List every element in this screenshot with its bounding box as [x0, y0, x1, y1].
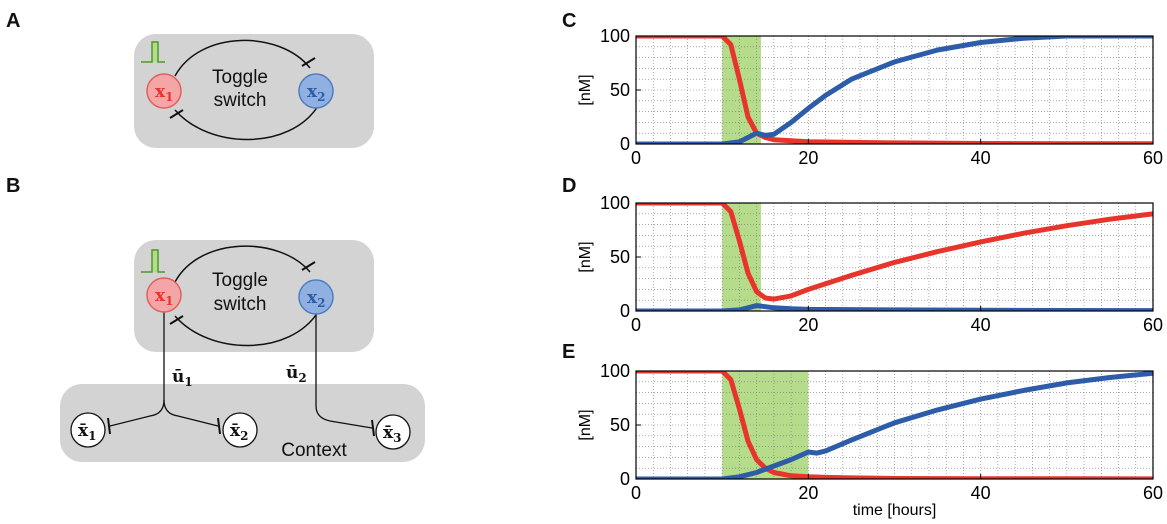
chart-d-series-blue: [636, 303, 1153, 311]
chart-e-ytick-label: 100: [600, 361, 630, 381]
chart-c-ytick-label: 50: [610, 80, 630, 100]
chart-e-series-blue: [636, 371, 1153, 479]
output-u2-label: ū2: [286, 363, 307, 385]
context-node-xb1-label: x̄1: [78, 421, 97, 443]
context-node-xb3-label: x̄3: [383, 423, 402, 445]
inhibition-bar-icon: [301, 57, 316, 67]
output-line-u2-to-xb3: [315, 312, 373, 429]
toggle-switch-box: [134, 34, 374, 148]
pulse-input-icon: [141, 41, 165, 63]
output-line-u1-to-xb2: [163, 399, 219, 427]
node-x1: [146, 73, 182, 109]
node-x1-label: x1: [155, 82, 174, 104]
toggle-switch-diagram-b: x1 x2 Toggle switch ū1 ū2 x̄1 x̄2 x̄3 Co…: [60, 240, 425, 462]
inhibition-bar-icon: [169, 315, 184, 325]
chart-e-xtick-label: 40: [971, 483, 991, 503]
context-node-xb2: [222, 412, 258, 448]
node-x2-label: x2: [307, 82, 326, 104]
chart-e-ylabel: [nM]: [577, 409, 594, 440]
context-label: Context: [281, 440, 347, 461]
chart-e-ytick-label: 50: [610, 415, 630, 435]
panel-label-d: D: [562, 175, 576, 197]
chart-d-ytick-label: 0: [620, 301, 630, 321]
node-x1-label: x1: [155, 286, 174, 308]
toggle-switch-diagram-a: x1 x2 Toggle switch: [134, 34, 374, 148]
chart-d-ytick-label: 50: [610, 247, 630, 267]
node-x2: [298, 73, 334, 109]
chart-d-ytick-label: 100: [600, 193, 630, 213]
chart-c-series-red: [636, 36, 1153, 144]
chart-e: 0 20 40 60 0 50 100 [nM] time [hours]: [577, 361, 1163, 519]
node-x2: [298, 279, 334, 315]
chart-c-xtick-label: 40: [971, 148, 991, 168]
inhibition-bar-icon: [217, 417, 221, 435]
panel-label-a: A: [6, 10, 20, 32]
chart-e-xtick-label: 0: [631, 483, 641, 503]
context-node-xb2-label: x̄2: [230, 421, 249, 443]
context-node-xb3: [375, 414, 411, 450]
panel-label-c: C: [562, 10, 576, 32]
chart-c: 0 20 40 60 0 50 100 [nM]: [577, 26, 1163, 168]
chart-c-xtick-label: 0: [631, 148, 641, 168]
inhibition-bar-icon: [371, 419, 375, 437]
chart-e-xtick-label: 60: [1143, 483, 1163, 503]
inhibition-bar-icon: [169, 109, 184, 119]
toggle-label-line2: switch: [214, 294, 267, 315]
chart-d-xtick-label: 20: [798, 315, 818, 335]
toggle-label-line1: Toggle: [212, 270, 268, 291]
chart-c-ylabel: [nM]: [577, 74, 594, 105]
chart-d: 0 20 40 60 0 50 100 [nM]: [577, 193, 1163, 335]
chart-c-ytick-label: 100: [600, 26, 630, 46]
chart-d-ylabel: [nM]: [577, 241, 594, 272]
chart-c-ytick-label: 0: [620, 134, 630, 154]
chart-e-xlabel: time [hours]: [853, 502, 937, 519]
repression-arc-x1-to-x2: [174, 39, 311, 77]
panel-label-e: E: [562, 341, 575, 363]
node-x1: [146, 277, 182, 313]
chart-d-series-red: [636, 203, 1153, 302]
panel-label-b: B: [6, 175, 20, 197]
chart-e-ytick-label: 0: [620, 469, 630, 489]
chart-e-xtick-label: 20: [798, 483, 818, 503]
chart-d-xtick-label: 40: [971, 315, 991, 335]
chart-d-xtick-label: 0: [631, 315, 641, 335]
repression-arc-x1-to-x2: [174, 245, 311, 283]
inhibition-bar-icon: [301, 261, 316, 271]
node-x2-label: x2: [307, 288, 326, 310]
toggle-label-line1: Toggle: [212, 67, 268, 88]
inhibition-bar-icon: [107, 417, 111, 435]
repression-arc-x2-to-x1: [174, 105, 319, 141]
context-node-xb1: [70, 412, 106, 448]
pulse-input-icon: [141, 249, 165, 273]
chart-c-series-blue: [636, 36, 1153, 144]
chart-c-xtick-label: 60: [1143, 148, 1163, 168]
repression-arc-x2-to-x1: [174, 311, 319, 347]
chart-d-xtick-label: 60: [1143, 315, 1163, 335]
toggle-switch-box: [134, 240, 374, 352]
toggle-label-line2: switch: [214, 90, 267, 111]
output-u1-label: ū1: [172, 367, 193, 389]
chart-c-xtick-label: 20: [798, 148, 818, 168]
